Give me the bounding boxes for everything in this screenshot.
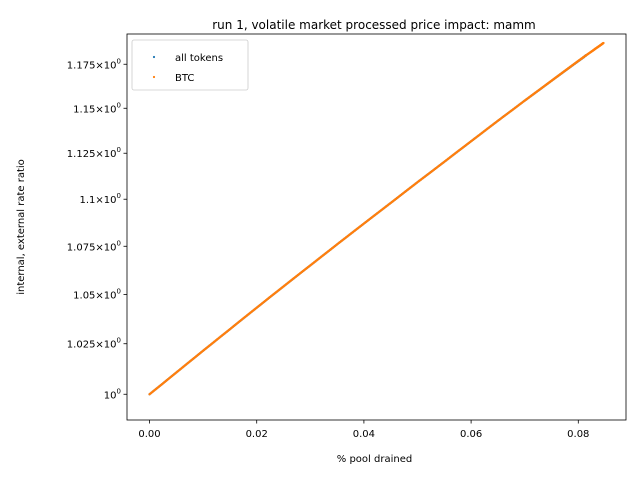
- y-tick-label: 1.05×100: [73, 287, 121, 301]
- legend-marker-all-tokens: [152, 55, 156, 59]
- legend-box: [131, 39, 249, 91]
- y-tick-label: 1.025×100: [67, 337, 121, 351]
- plot-area: [148, 41, 605, 396]
- series-btc: [148, 41, 605, 396]
- y-tick-label: 100: [104, 387, 121, 401]
- legend-label-all-tokens: all tokens: [175, 53, 223, 64]
- y-tick-label: 1.175×100: [67, 57, 121, 71]
- y-tick-label: 1.1×100: [80, 192, 121, 206]
- x-tick-label: 0.00: [138, 429, 160, 440]
- x-tick-label: 0.08: [567, 429, 589, 440]
- data-point: [602, 41, 605, 45]
- x-axis: 0.00 0.02 0.04 0.06 0.08: [138, 420, 589, 440]
- y-tick-label: 1.15×100: [73, 101, 121, 115]
- x-tick-label: 0.04: [353, 429, 375, 440]
- chart-title: run 1, volatile market processed price i…: [212, 18, 536, 32]
- x-axis-label: % pool drained: [337, 454, 412, 465]
- legend: all tokens BTC: [131, 39, 249, 91]
- x-tick-label: 0.02: [246, 429, 268, 440]
- y-tick-label: 1.075×100: [67, 239, 121, 253]
- y-axis-label: internal, external rate ratio: [16, 159, 27, 295]
- x-tick-label: 0.06: [460, 429, 482, 440]
- y-tick-label: 1.125×100: [67, 146, 121, 160]
- legend-label-btc: BTC: [175, 73, 194, 84]
- y-axis: 100 1.025×100 1.05×100 1.075×100 1.1×100 1.12…: [67, 57, 127, 401]
- legend-marker-btc: [152, 75, 156, 79]
- plot-frame: [126, 33, 627, 421]
